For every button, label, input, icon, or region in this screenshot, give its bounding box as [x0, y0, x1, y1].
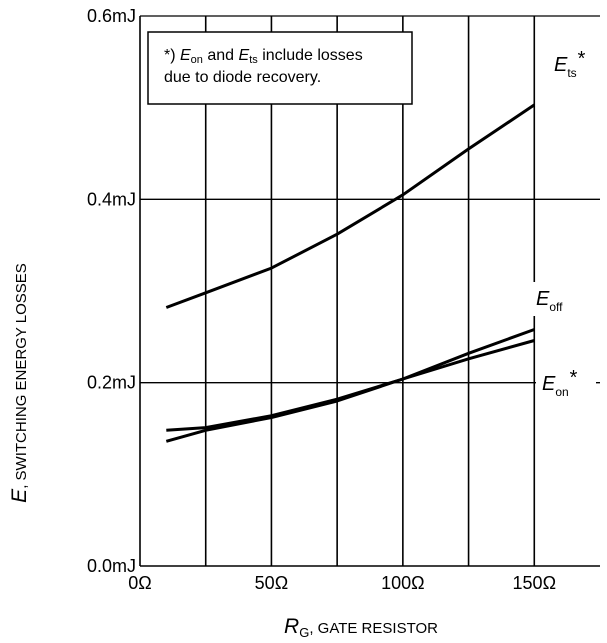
y-tick-label: 0.6mJ: [87, 6, 136, 26]
label-eon: Eon*: [536, 367, 596, 400]
note-line-1: *) Eon and Ets include losses: [164, 47, 363, 66]
label-ets: Ets*: [546, 46, 604, 80]
curves: [165, 103, 536, 443]
y-tick-label: 0.2mJ: [87, 373, 136, 393]
svg-text:Eon*: Eon*: [542, 367, 578, 399]
svg-text:Ets*: Ets*: [554, 48, 586, 80]
note-line-2: due to diode recovery.: [164, 69, 321, 86]
label-eoff: Eoff: [532, 282, 582, 316]
series-line-0: [165, 103, 536, 309]
series-line-1: [166, 339, 535, 432]
y-tick-label: 0.4mJ: [87, 189, 136, 209]
x-tick-label: 0Ω: [128, 573, 151, 593]
x-tick-label: 150Ω: [513, 573, 557, 593]
series-line-2: [165, 328, 535, 443]
x-tick-label: 100Ω: [381, 573, 425, 593]
y-tick-label: 0.0mJ: [87, 556, 136, 576]
y-axis-title: E, SWITCHING ENERGY LOSSES: [8, 263, 31, 503]
x-tick-label: 50Ω: [255, 573, 288, 593]
x-axis-title: RG, GATE RESISTOR: [284, 615, 438, 640]
tick-labels: 0Ω 50Ω 100Ω 150Ω 0.0mJ 0.2mJ 0.4mJ 0.6mJ: [87, 6, 556, 593]
note-box: [147, 31, 413, 105]
svg-text:Eoff: Eoff: [536, 288, 563, 314]
